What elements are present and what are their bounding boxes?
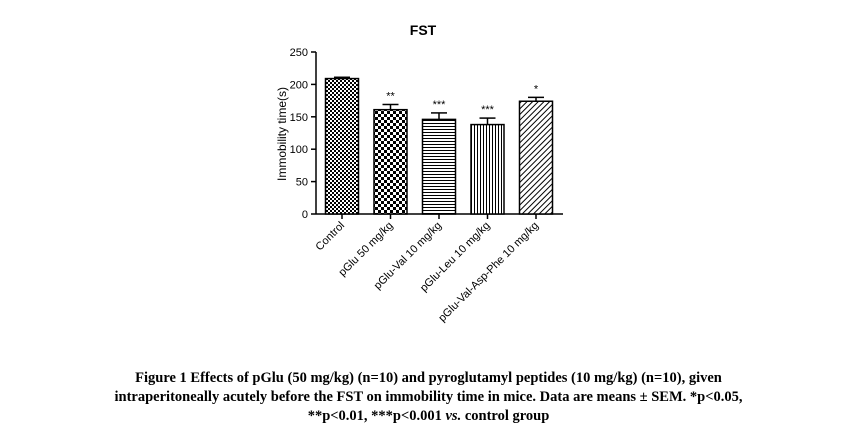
bars: ***** **** bbox=[324, 76, 554, 215]
significance-label-2: *** bbox=[433, 99, 447, 111]
significance-label-4: * bbox=[534, 83, 539, 95]
caption-line-3-a: **p<0.01, ***p<0.001 bbox=[307, 408, 446, 424]
caption-line-3-b: control group bbox=[461, 408, 550, 424]
chart-title: FST bbox=[410, 22, 437, 38]
bar-2 bbox=[421, 118, 457, 215]
caption-line-1: Figure 1 Effects of pGlu (50 mg/kg) (n=1… bbox=[135, 370, 722, 386]
bar-4 bbox=[518, 100, 554, 215]
significance-label-3: *** bbox=[481, 104, 495, 116]
y-tick-label-4: 200 bbox=[290, 79, 308, 91]
bar-0 bbox=[324, 77, 360, 215]
category-label-4: pGlu-Val-Asp-Phe 10 mg/kg bbox=[436, 220, 541, 325]
y-axis-label: Immobility time(s) bbox=[275, 87, 289, 181]
y-tick-label-0: 0 bbox=[302, 209, 308, 221]
bar-chart: FST Immobility time(s) 0 50 100 150 200 250 *… bbox=[275, 22, 563, 325]
y-tick-label-2: 100 bbox=[290, 144, 308, 156]
caption-vs: vs. bbox=[445, 408, 462, 424]
category-label-0: Control bbox=[314, 220, 348, 254]
caption-line-2: intraperitoneally acutely before the FST… bbox=[114, 389, 743, 405]
y-tick-label-3: 150 bbox=[290, 112, 308, 124]
caption-line-3: **p<0.01, ***p<0.001 vs. control group bbox=[20, 407, 837, 426]
y-tick-label-1: 50 bbox=[296, 177, 308, 189]
significance-label-1: ** bbox=[386, 90, 395, 102]
bar-1 bbox=[373, 108, 408, 215]
y-ticks: 0 50 100 150 200 250 bbox=[290, 47, 316, 221]
figure-caption: Figure 1 Effects of pGlu (50 mg/kg) (n=1… bbox=[20, 369, 837, 426]
y-tick-label-5: 250 bbox=[290, 47, 308, 59]
bar-3 bbox=[470, 123, 505, 215]
